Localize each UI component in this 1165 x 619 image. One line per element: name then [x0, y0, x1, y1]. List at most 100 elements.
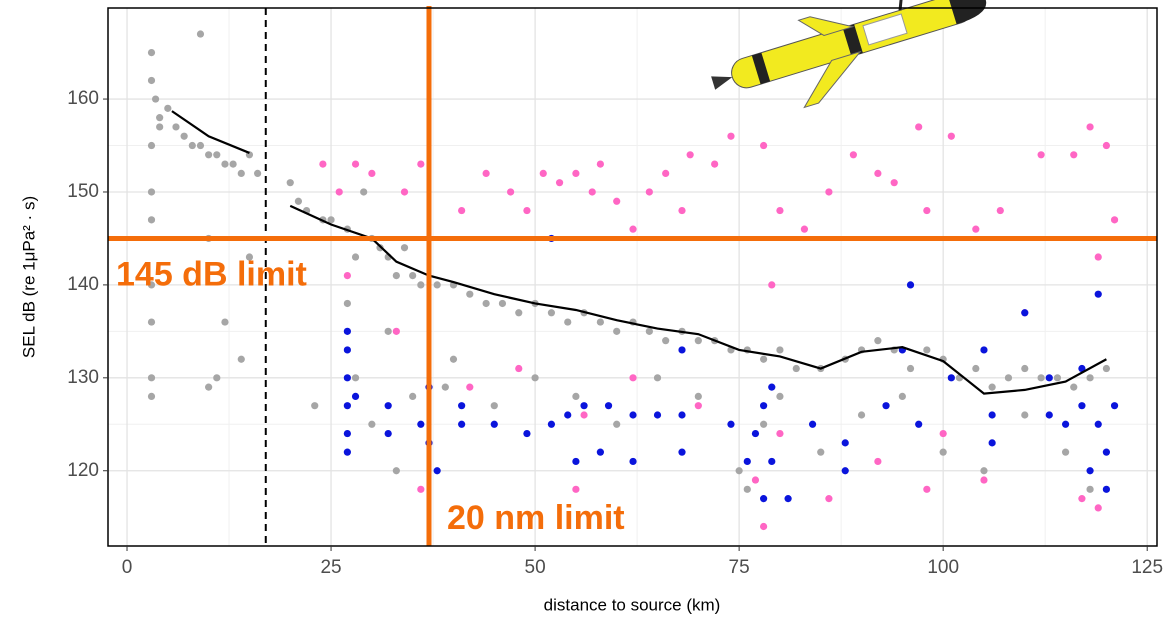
point	[817, 448, 825, 456]
grid	[108, 8, 1157, 546]
point	[1086, 123, 1094, 131]
point	[547, 309, 556, 317]
point	[1086, 374, 1094, 382]
data	[147, 30, 1119, 531]
point	[580, 411, 588, 419]
point	[172, 123, 180, 131]
point	[939, 448, 947, 456]
point	[604, 402, 613, 410]
point	[151, 95, 160, 103]
point	[221, 318, 229, 326]
point	[327, 216, 335, 224]
point	[939, 429, 947, 438]
point	[645, 327, 653, 335]
point	[678, 206, 686, 215]
point	[653, 411, 662, 419]
point	[980, 467, 988, 475]
point	[972, 364, 980, 373]
point	[776, 346, 784, 354]
x-tick-label: 25	[320, 557, 341, 578]
x-tick-label: 50	[525, 557, 546, 578]
point	[498, 299, 507, 308]
point	[147, 281, 156, 289]
point	[156, 123, 164, 131]
point	[164, 104, 172, 112]
point	[645, 188, 653, 196]
point	[1102, 485, 1110, 493]
point	[923, 206, 931, 215]
point	[760, 420, 768, 428]
point	[221, 160, 229, 168]
glider-tail	[711, 76, 733, 90]
plot-frame	[107, 7, 1158, 547]
point	[507, 188, 515, 196]
point	[841, 439, 849, 447]
point	[678, 448, 686, 456]
point	[458, 420, 466, 428]
point	[808, 420, 817, 428]
point	[205, 383, 213, 391]
point	[988, 411, 996, 419]
point	[572, 457, 580, 466]
point	[147, 318, 156, 326]
point	[409, 272, 417, 280]
point	[409, 392, 417, 401]
point	[1061, 448, 1070, 456]
point	[751, 476, 760, 484]
reference-lines: 20 nm limit 145 dB limit	[108, 6, 1157, 546]
point	[360, 188, 368, 196]
point	[539, 169, 547, 177]
glider-illustration	[711, 0, 987, 109]
point	[776, 206, 784, 215]
point	[572, 169, 580, 177]
point	[694, 402, 702, 410]
x-tick-label: 125	[1131, 557, 1163, 578]
point	[776, 429, 784, 438]
point	[213, 151, 221, 159]
point	[906, 281, 915, 289]
point	[351, 253, 360, 261]
point	[1110, 402, 1119, 410]
point	[515, 309, 523, 317]
point	[768, 281, 776, 289]
point	[972, 225, 980, 233]
point	[335, 188, 343, 196]
point	[686, 151, 694, 159]
point	[1102, 448, 1110, 456]
point	[384, 429, 392, 438]
point	[213, 374, 221, 382]
point	[629, 457, 637, 466]
point	[1086, 467, 1094, 475]
point	[458, 206, 466, 215]
point	[898, 392, 906, 401]
point	[449, 355, 458, 363]
point	[343, 448, 351, 456]
point	[433, 281, 441, 289]
point	[825, 188, 833, 196]
point	[678, 411, 686, 419]
point	[662, 169, 670, 177]
point	[1045, 374, 1053, 382]
glider-antenna	[898, 0, 945, 11]
point	[368, 169, 376, 177]
y-tick-label: 140	[67, 274, 99, 295]
y-axis-label: SEL dB (re 1μPa² · s)	[19, 196, 38, 358]
point	[784, 495, 792, 503]
point	[1094, 420, 1102, 428]
point	[596, 448, 604, 456]
point	[466, 383, 474, 391]
point	[1037, 374, 1045, 382]
point	[743, 485, 751, 493]
point	[1061, 420, 1070, 428]
x-tick-label: 100	[927, 557, 959, 578]
point	[1070, 151, 1078, 159]
point	[874, 457, 882, 466]
point	[147, 49, 156, 57]
point	[286, 179, 294, 187]
point	[343, 402, 351, 410]
point	[596, 160, 604, 168]
point	[417, 281, 425, 289]
point	[188, 141, 196, 150]
point	[629, 411, 637, 419]
point	[417, 160, 425, 168]
